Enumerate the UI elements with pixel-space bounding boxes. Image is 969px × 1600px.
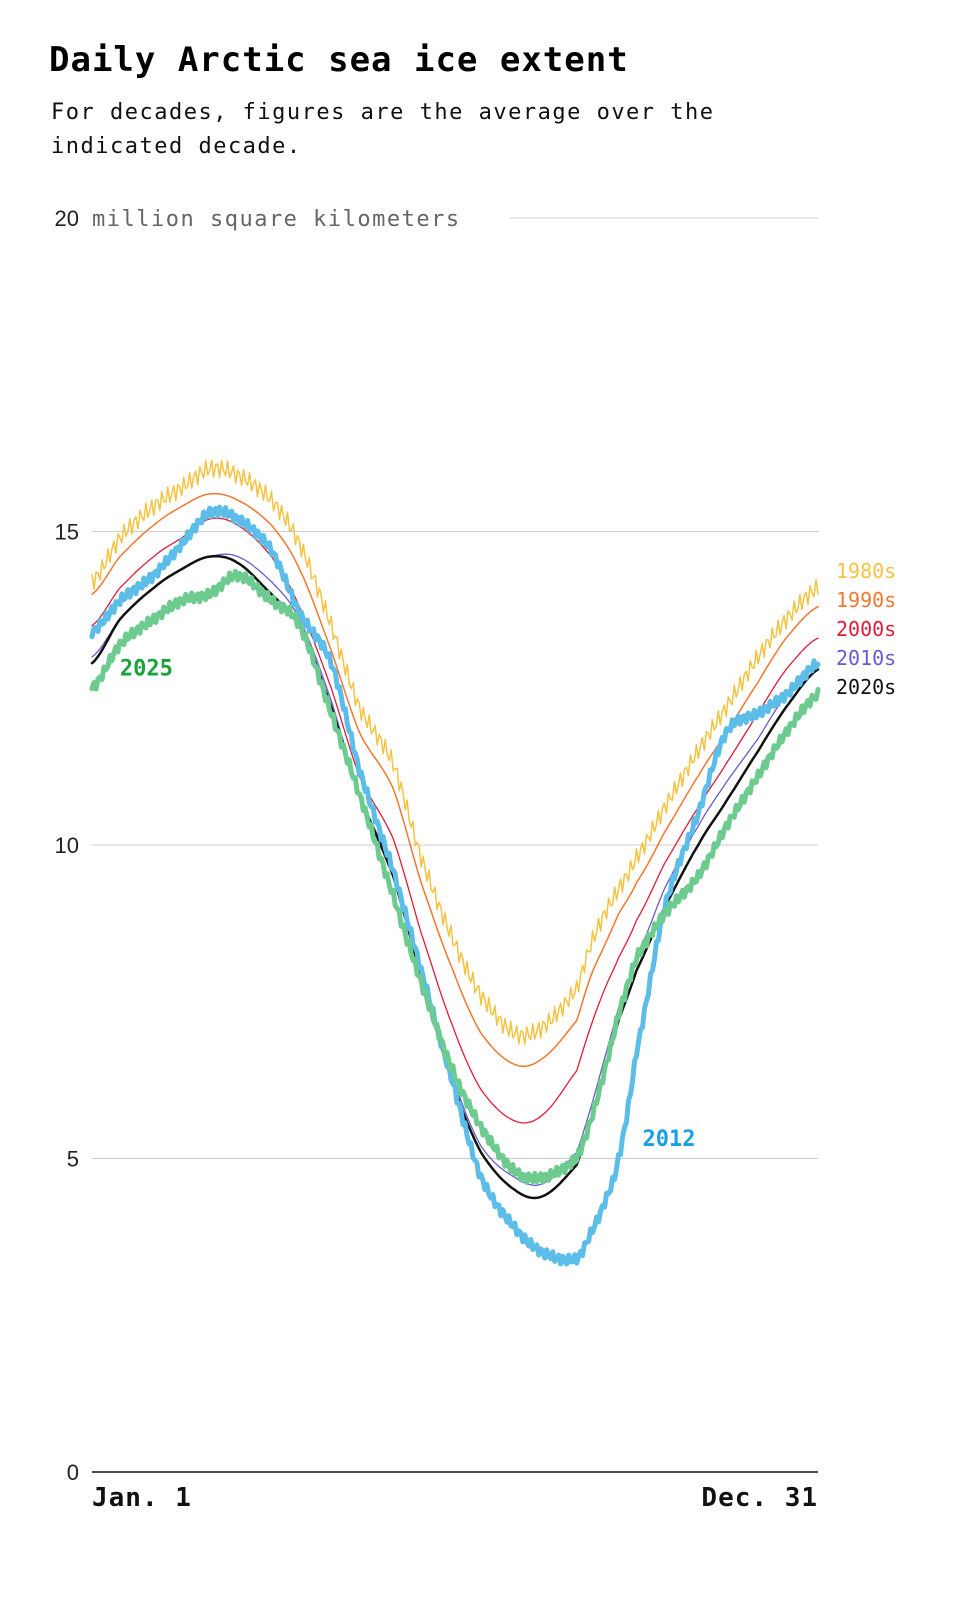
series-line-2025 [89, 568, 821, 1185]
series-lines [89, 459, 821, 1267]
x-tick-label-start: Jan. 1 [92, 1483, 192, 1513]
x-axis: Jan. 1 Dec. 31 [92, 1471, 818, 1513]
x-tick-label-end: Dec. 31 [701, 1483, 818, 1513]
legend-label-2020s: 2020s [836, 675, 896, 699]
y-tick-label: 0 [67, 1460, 79, 1485]
y-tick-label: 20 [55, 206, 79, 231]
y-axis-unit-label: million square kilometers [92, 207, 461, 232]
chart-subtitle: For decades, figures are the average ove… [51, 100, 715, 159]
y-axis-tick-labels: 0 5 10 15 20 million square kilometers [55, 204, 510, 1485]
series-line-1990s [91, 492, 819, 1068]
annotations: 2025 2012 [120, 657, 696, 1152]
chart-title: Daily Arctic sea ice extent [49, 40, 629, 80]
y-tick-label: 15 [55, 520, 79, 545]
legend-label-2010s: 2010s [836, 646, 896, 670]
y-tick-label: 10 [55, 833, 79, 858]
y-tick-label: 5 [67, 1147, 79, 1172]
annotation-2025: 2025 [120, 657, 173, 682]
gridlines [92, 217, 818, 1159]
series-line-2000s [91, 517, 819, 1124]
legend: 1980s 1990s 2000s 2010s 2020s [836, 559, 896, 699]
legend-label-1990s: 1990s [836, 588, 896, 612]
legend-label-2000s: 2000s [836, 617, 896, 641]
legend-label-1980s: 1980s [836, 559, 896, 583]
annotation-2012: 2012 [642, 1127, 695, 1152]
series-line-1980s [91, 459, 819, 1046]
series-line-2012 [89, 504, 821, 1267]
